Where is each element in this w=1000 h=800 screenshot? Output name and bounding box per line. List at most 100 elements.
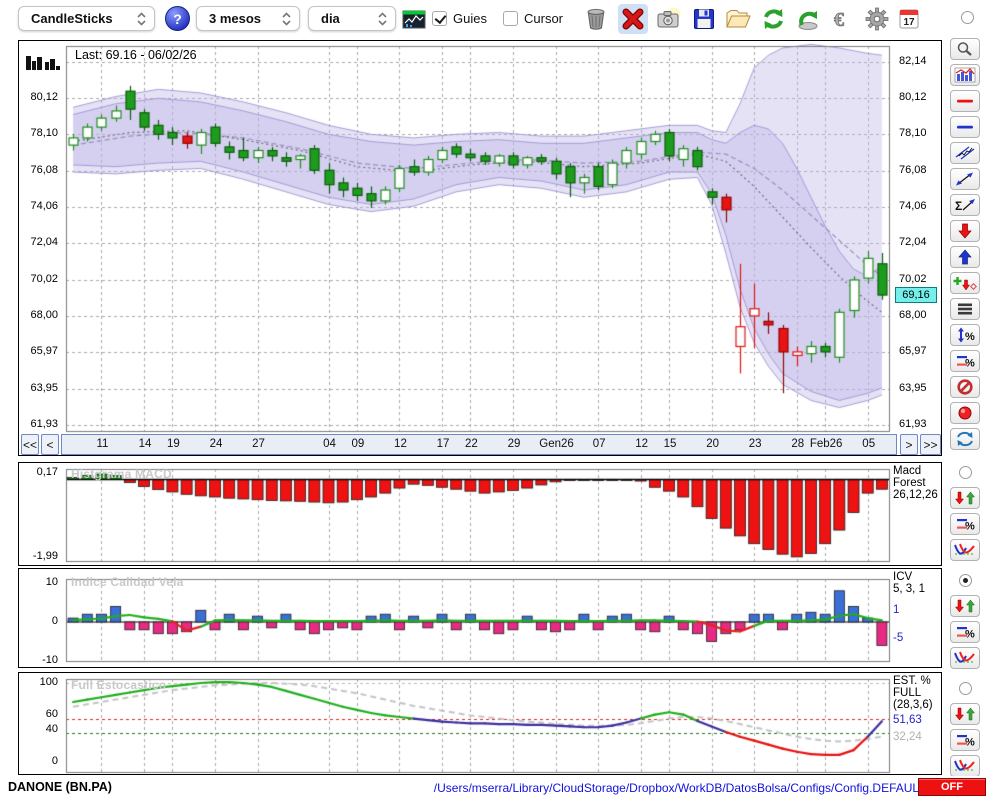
delete-button[interactable]: [618, 4, 648, 34]
open-folder-icon: [726, 10, 751, 28]
three-lines-icon: [958, 303, 972, 315]
axis-tick-label: 74,06: [899, 199, 927, 212]
icv-canvas[interactable]: [19, 569, 943, 669]
macd-canvas[interactable]: [19, 463, 943, 567]
interval-select[interactable]: dia: [308, 6, 396, 31]
guies-checkbox[interactable]: Guies: [432, 11, 487, 26]
zoom-button[interactable]: [950, 38, 980, 60]
trendline-button[interactable]: [950, 168, 980, 190]
open-button[interactable]: [723, 4, 753, 34]
help-button[interactable]: ?: [165, 6, 190, 31]
axis-tick-label: 100: [39, 676, 58, 688]
stoch-signal-value: 32,24: [893, 731, 922, 743]
price-chart-canvas[interactable]: [19, 41, 943, 433]
channel-icon: [955, 146, 975, 160]
stoch-settings-label: EST. % FULL (28,3,6): [893, 675, 933, 711]
cursor-label: Cursor: [524, 11, 564, 26]
stochastic-panel: Full Estocastico 100 60 40 0 EST. % FULL (2…: [18, 672, 943, 776]
snapshot-button[interactable]: [654, 4, 684, 34]
stoch-arrows-button[interactable]: [950, 703, 980, 725]
axis-tick-label: 72,04: [899, 236, 927, 249]
stochastic-canvas[interactable]: [19, 673, 943, 776]
top-toolbar: CandleSticks ? 3 mesos dia Guies Curs: [0, 0, 1000, 38]
arrow-up-button[interactable]: [950, 246, 980, 268]
channel-button[interactable]: [950, 142, 980, 164]
add-signal-button[interactable]: [950, 272, 980, 294]
icv-curve-button[interactable]: [950, 647, 980, 669]
mini-chart-window-button[interactable]: [399, 4, 429, 34]
refresh-button[interactable]: [758, 4, 788, 34]
stoch-select-radio[interactable]: [959, 682, 972, 695]
levels-list-button[interactable]: [950, 298, 980, 320]
camera-icon: [657, 7, 681, 28]
date-tick-label: 19: [167, 438, 180, 450]
svg-text:17: 17: [903, 17, 915, 28]
date-tick-label: 24: [209, 438, 223, 450]
reload-data-button[interactable]: [793, 4, 823, 34]
down-up-arrows-icon: [954, 599, 976, 613]
stoch-percent-button[interactable]: %: [950, 729, 980, 751]
indicator-window-button[interactable]: [950, 64, 980, 86]
date-axis-strip[interactable]: 11 14 19 24 27 04 09 12 17 22 29 Gen26 07 12 15 20 23 28 F…: [61, 434, 897, 455]
stoch-curve-button[interactable]: [950, 755, 980, 777]
arrow-down-button[interactable]: [950, 220, 980, 242]
date-tick-label: 14: [138, 438, 152, 450]
settings-button[interactable]: [862, 4, 892, 34]
date-tick-label: 29: [507, 438, 521, 450]
macd-curve-button[interactable]: [950, 539, 980, 561]
blue-up-arrow-icon: [958, 249, 972, 265]
cursor-checkbox[interactable]: Cursor: [503, 11, 563, 26]
icv-arrows-button[interactable]: [950, 595, 980, 617]
blue-hline-button[interactable]: [950, 116, 980, 138]
axis-tick-label: 76,08: [30, 163, 58, 176]
curves-icon: [954, 651, 975, 663]
calendar-button[interactable]: 17: [894, 4, 924, 34]
icv-select-radio[interactable]: [959, 574, 972, 587]
macd-select-radio[interactable]: [959, 466, 972, 479]
period-select[interactable]: 3 mesos: [196, 6, 300, 31]
select-chevrons-icon: [282, 11, 291, 26]
macd-arrows-button[interactable]: [950, 487, 980, 509]
trash-button[interactable]: [581, 4, 611, 34]
nav-back-button[interactable]: <: [41, 434, 59, 455]
date-tick-label: 27: [252, 438, 265, 450]
nav-fast-forward-button[interactable]: >>: [920, 434, 941, 455]
disable-button[interactable]: [950, 376, 980, 398]
off-toggle-button[interactable]: OFF: [918, 778, 986, 796]
swap-refresh-button[interactable]: [950, 428, 980, 450]
macd-settings-label: Macd Forest 26,12,26: [893, 465, 938, 501]
magnifier-icon: [957, 42, 972, 56]
nav-forward-button[interactable]: >: [900, 434, 918, 455]
axis-tick-label: 70,02: [30, 272, 58, 285]
range-percent-button[interactable]: %: [950, 324, 980, 346]
sigma-trend-button[interactable]: Σ: [950, 194, 980, 216]
levels-percent-button[interactable]: %: [950, 350, 980, 372]
macd-percent-button[interactable]: %: [950, 513, 980, 535]
red-down-arrow-icon: [958, 223, 972, 239]
swap-arrows-icon: [957, 431, 973, 447]
nav-fast-back-button[interactable]: <<: [21, 434, 39, 455]
levels-percent-icon: %: [957, 735, 975, 748]
record-button[interactable]: [950, 402, 980, 424]
levels-percent-icon: %: [957, 356, 975, 369]
svg-text:%: %: [965, 521, 975, 533]
toolbar-radio[interactable]: [961, 11, 974, 24]
axis-tick-label: 63,95: [30, 381, 58, 394]
date-tick-label: 28: [791, 438, 805, 450]
icv-upper-threshold-label: 1: [893, 604, 900, 616]
gear-icon: [865, 7, 889, 31]
record-dot-icon: [958, 406, 972, 420]
stoch-main-value: 51,63: [893, 714, 922, 726]
curves-icon: [954, 543, 975, 555]
axis-tick-label: 63,95: [899, 381, 927, 394]
date-tick-label: 05: [862, 438, 876, 450]
axis-tick-label: 61,93: [899, 418, 927, 431]
icv-percent-button[interactable]: %: [950, 621, 980, 643]
save-button[interactable]: [689, 4, 719, 34]
sigma-trend-icon: Σ: [955, 199, 975, 213]
currency-button[interactable]: €: [828, 4, 858, 34]
chart-type-select[interactable]: CandleSticks: [18, 6, 155, 31]
axis-tick-label: 0: [51, 615, 58, 627]
axis-tick-label: -10: [42, 654, 58, 666]
red-hline-button[interactable]: [950, 90, 980, 112]
